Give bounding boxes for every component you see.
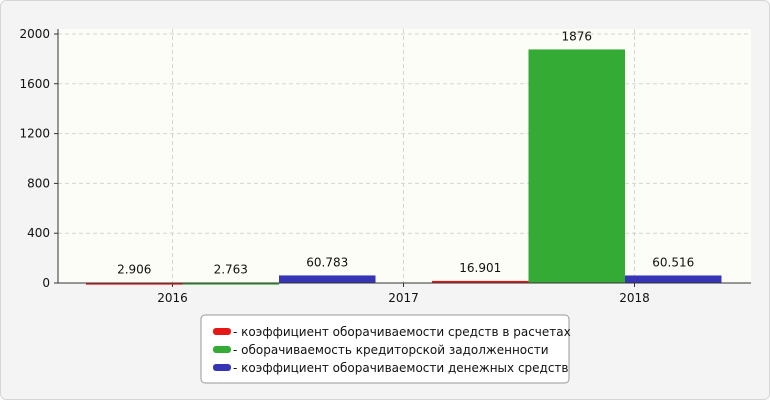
x-tick-label: 2016 — [157, 291, 188, 305]
legend-swatch — [213, 328, 231, 335]
value-label: 2.763 — [214, 263, 248, 277]
y-tick-label: 800 — [27, 176, 50, 190]
x-tick-label: 2018 — [619, 291, 650, 305]
legend-box — [200, 314, 570, 384]
y-tick-label: 1200 — [19, 127, 50, 141]
value-label: 60.783 — [306, 255, 348, 269]
y-tick-label: 0 — [42, 276, 50, 290]
value-label: 2.906 — [117, 263, 151, 277]
bar — [86, 282, 183, 285]
legend-swatch — [213, 364, 231, 371]
value-label: 16.901 — [459, 261, 501, 275]
legend-label: - коэффициент оборачиваемости средств в … — [233, 325, 571, 339]
legend-label: - оборачиваемость кредиторской задолженн… — [233, 343, 549, 357]
y-tick-label: 400 — [27, 226, 50, 240]
bar — [182, 282, 279, 285]
legend-swatch — [213, 346, 231, 353]
y-tick-label: 2000 — [19, 27, 50, 41]
legend-label: - коэффициент оборачиваемости денежных с… — [233, 361, 569, 375]
bar — [432, 280, 529, 283]
bar — [279, 275, 376, 283]
bar — [528, 49, 625, 283]
plot-area — [58, 29, 751, 283]
value-label: 1876 — [561, 29, 592, 43]
x-tick-label: 2017 — [388, 291, 419, 305]
y-tick-label: 1600 — [19, 77, 50, 91]
bar — [625, 275, 722, 283]
value-label: 60.516 — [652, 255, 694, 269]
